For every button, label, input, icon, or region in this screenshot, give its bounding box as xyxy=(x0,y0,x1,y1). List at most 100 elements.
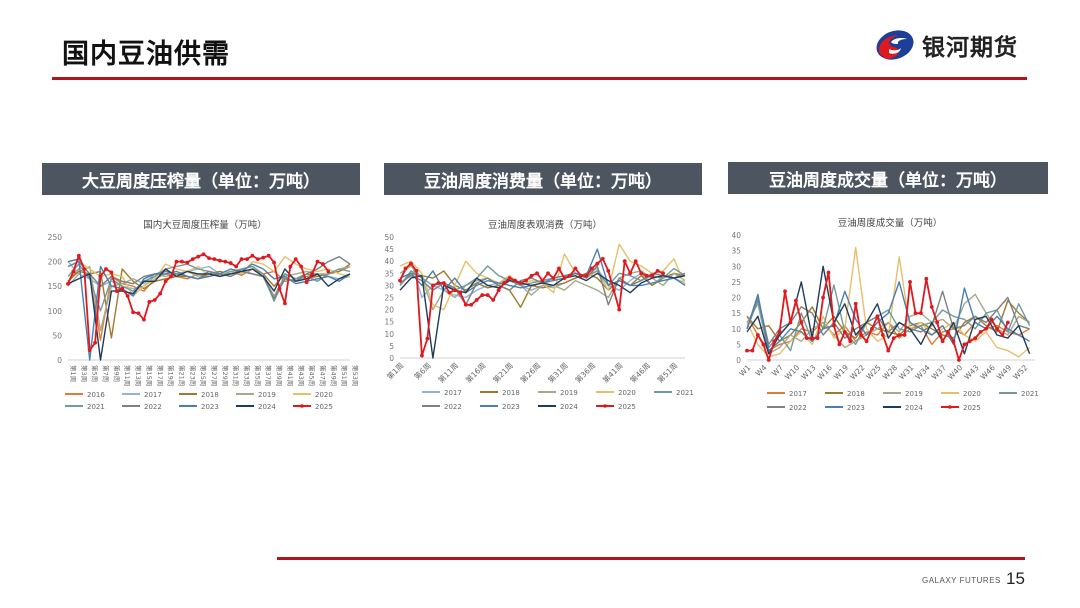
data-point-2025 xyxy=(212,257,217,262)
data-point-2025 xyxy=(908,279,912,284)
data-point-2025 xyxy=(125,294,130,298)
x-tick-label: W1 xyxy=(737,363,752,378)
data-point-2025 xyxy=(848,339,853,344)
y-tick-label: 15 xyxy=(731,309,741,318)
data-point-2025 xyxy=(804,336,809,341)
series-line-2020 xyxy=(746,246,1031,358)
y-tick-label: 100 xyxy=(48,307,63,316)
data-point-2025 xyxy=(474,298,479,302)
data-point-2025 xyxy=(891,336,896,341)
data-point-2025 xyxy=(589,266,594,271)
footer-divider xyxy=(277,557,1025,560)
legend-label: 2016 xyxy=(87,391,105,399)
legend-label: 2017 xyxy=(144,391,162,399)
panel-heading-crush: 大豆周度压榨量（单位：万吨） xyxy=(42,163,360,195)
x-tick-label: 第21周 xyxy=(491,360,515,384)
y-tick-label: 45 xyxy=(384,245,394,254)
data-point-2025 xyxy=(266,253,271,258)
data-point-2025 xyxy=(957,358,961,362)
data-point-2025 xyxy=(293,257,298,262)
page-number: 15 xyxy=(1006,569,1025,588)
data-point-2025 xyxy=(87,348,92,353)
data-point-2025 xyxy=(859,333,864,337)
data-point-2025 xyxy=(639,271,644,276)
x-tick-label: W52 xyxy=(1011,363,1030,382)
y-tick-label: 40 xyxy=(384,257,394,266)
x-tick-label: W31 xyxy=(897,363,916,382)
data-point-2025 xyxy=(463,302,468,307)
data-point-2025 xyxy=(261,255,266,260)
legend-marker xyxy=(603,404,607,408)
data-point-2025 xyxy=(152,298,157,302)
data-point-2025 xyxy=(496,288,501,293)
y-tick-label: 200 xyxy=(48,258,63,267)
series-line-2021 xyxy=(399,265,686,291)
x-tick-label: 第39周 xyxy=(275,365,284,386)
data-point-2025 xyxy=(622,259,627,264)
x-tick-label: 第41周 xyxy=(600,360,624,384)
data-point-2025 xyxy=(452,288,457,293)
data-point-2025 xyxy=(815,336,820,341)
legend-label: 2024 xyxy=(905,404,923,412)
data-point-2025 xyxy=(398,278,402,283)
data-point-2025 xyxy=(989,317,994,322)
data-point-2025 xyxy=(174,259,179,264)
data-point-2025 xyxy=(540,278,545,283)
x-tick-label: 第19周 xyxy=(167,365,176,386)
series-line-2024 xyxy=(399,272,686,359)
data-point-2025 xyxy=(929,304,934,309)
data-point-2025 xyxy=(272,260,276,265)
data-point-2025 xyxy=(661,271,665,276)
data-point-2025 xyxy=(772,339,777,344)
data-point-2025 xyxy=(283,301,287,306)
data-point-2025 xyxy=(951,339,956,344)
data-point-2025 xyxy=(870,326,874,331)
legend-marker xyxy=(300,404,304,408)
y-tick-label: 15 xyxy=(384,318,394,327)
data-point-2025 xyxy=(535,271,539,276)
y-tick-label: 25 xyxy=(731,278,741,287)
data-point-2025 xyxy=(524,278,528,283)
data-point-2025 xyxy=(245,257,249,262)
x-tick-label: 第25周 xyxy=(199,365,208,386)
x-tick-label: W4 xyxy=(754,363,769,378)
data-point-2025 xyxy=(633,259,638,264)
data-point-2025 xyxy=(913,311,918,316)
legend-label: 2019 xyxy=(258,391,276,399)
data-point-2025 xyxy=(277,286,282,291)
legend-label: 2022 xyxy=(789,404,807,412)
x-tick-label: 第11周 xyxy=(436,360,460,384)
data-point-2025 xyxy=(568,273,572,278)
x-tick-label: W25 xyxy=(864,363,883,382)
x-tick-label: 第43周 xyxy=(297,365,306,386)
x-tick-label: 第51周 xyxy=(655,360,679,384)
data-point-2025 xyxy=(853,301,858,306)
data-point-2025 xyxy=(650,273,655,278)
x-tick-label: 第51周 xyxy=(340,365,349,386)
data-point-2025 xyxy=(529,273,534,278)
data-point-2025 xyxy=(984,326,988,331)
data-point-2025 xyxy=(142,317,146,322)
x-tick-label: W16 xyxy=(816,363,835,382)
y-tick-label: 25 xyxy=(384,294,394,303)
x-tick-label: 第9周 xyxy=(112,365,121,382)
series-line-2023 xyxy=(746,281,1030,352)
data-point-2025 xyxy=(655,268,660,273)
data-point-2025 xyxy=(255,257,260,262)
x-tick-label: 第11周 xyxy=(123,365,132,386)
x-tick-label: W10 xyxy=(783,363,802,382)
series-line-2022 xyxy=(746,290,1030,346)
data-point-2025 xyxy=(507,276,512,281)
panel-heading-consumption: 豆油周度消费量（单位：万吨） xyxy=(384,163,702,195)
data-point-2025 xyxy=(458,290,463,295)
data-point-2025 xyxy=(880,333,885,337)
chart-soybean-crush: 国内大豆周度压榨量（万吨） 0 50 100 150 200 250 第1周 第3周 第5周 第7周… xyxy=(48,219,360,411)
y-tick-label: 20 xyxy=(384,306,394,315)
chart-title: 豆油周度成交量（万吨） xyxy=(838,217,943,229)
x-tick-label: 第23周 xyxy=(188,365,197,386)
x-tick-label: 第33周 xyxy=(243,365,252,386)
y-tick-label: 150 xyxy=(48,282,63,291)
y-tick-label: 0 xyxy=(389,354,394,363)
data-point-2025 xyxy=(886,348,891,353)
